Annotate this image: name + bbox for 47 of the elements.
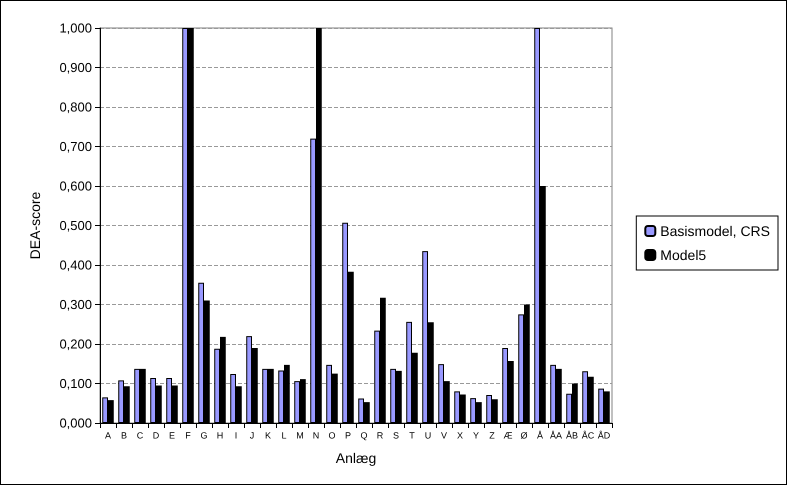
x-tick-label: I — [234, 430, 238, 440]
x-tick-label: D — [152, 430, 160, 440]
x-axis-title: Anlæg — [336, 450, 376, 466]
y-tick-label: 0,900 — [59, 60, 92, 75]
x-tick-label: ÅB — [566, 430, 578, 440]
x-tick-label: U — [424, 430, 432, 440]
x-tick-label: E — [168, 430, 176, 440]
y-tick-label: 0,400 — [59, 258, 92, 272]
x-tick-label: K — [264, 430, 272, 440]
x-tick-label: Z — [489, 430, 496, 440]
x-tick-label: B — [120, 430, 128, 440]
x-tick-label: X — [456, 430, 464, 440]
y-tick-label: 0,200 — [59, 336, 92, 352]
y-tick-label: 0,800 — [59, 100, 92, 114]
x-tick-label: ÅD — [598, 430, 611, 440]
x-tick-label: G — [200, 430, 208, 440]
x-tick-label: L — [281, 430, 287, 440]
x-tick-label: O — [328, 430, 336, 440]
x-tick-label: R — [376, 430, 384, 440]
y-tick-label: 0,100 — [59, 376, 92, 391]
x-tick-label: Ø — [520, 430, 528, 440]
x-tick-label: M — [296, 430, 304, 440]
x-tick-label: Æ — [504, 430, 512, 440]
y-tick-label: 0,700 — [59, 139, 92, 154]
x-tick-label: ÅA — [550, 430, 562, 440]
y-tick-label: 1,000 — [59, 20, 92, 36]
y-axis-title: DEA-score — [27, 191, 43, 260]
x-tick-label: J — [250, 430, 254, 440]
x-tick-label: P — [344, 430, 352, 440]
x-tick-label: F — [185, 430, 192, 440]
y-tick-label: 0,500 — [59, 218, 92, 233]
x-tick-label: Y — [472, 430, 480, 440]
y-tick-label: 0,000 — [59, 416, 92, 430]
x-tick-label: V — [440, 430, 448, 440]
x-tick-label: C — [136, 430, 144, 440]
x-tick-label: Q — [360, 430, 368, 440]
x-tick-label: Å — [536, 430, 544, 440]
legend-label: Model5 — [660, 247, 706, 263]
y-tick-label: 0,300 — [59, 297, 92, 312]
y-tick-label: 0,600 — [59, 178, 92, 194]
x-tick-label: N — [312, 430, 320, 440]
x-tick-label: T — [409, 430, 416, 440]
x-tick-label: ÅC — [582, 430, 595, 440]
x-tick-label: A — [104, 430, 112, 440]
x-tick-label: H — [216, 430, 224, 440]
x-tick-label: S — [392, 430, 400, 440]
legend-label: Basismodel, CRS — [660, 223, 770, 239]
